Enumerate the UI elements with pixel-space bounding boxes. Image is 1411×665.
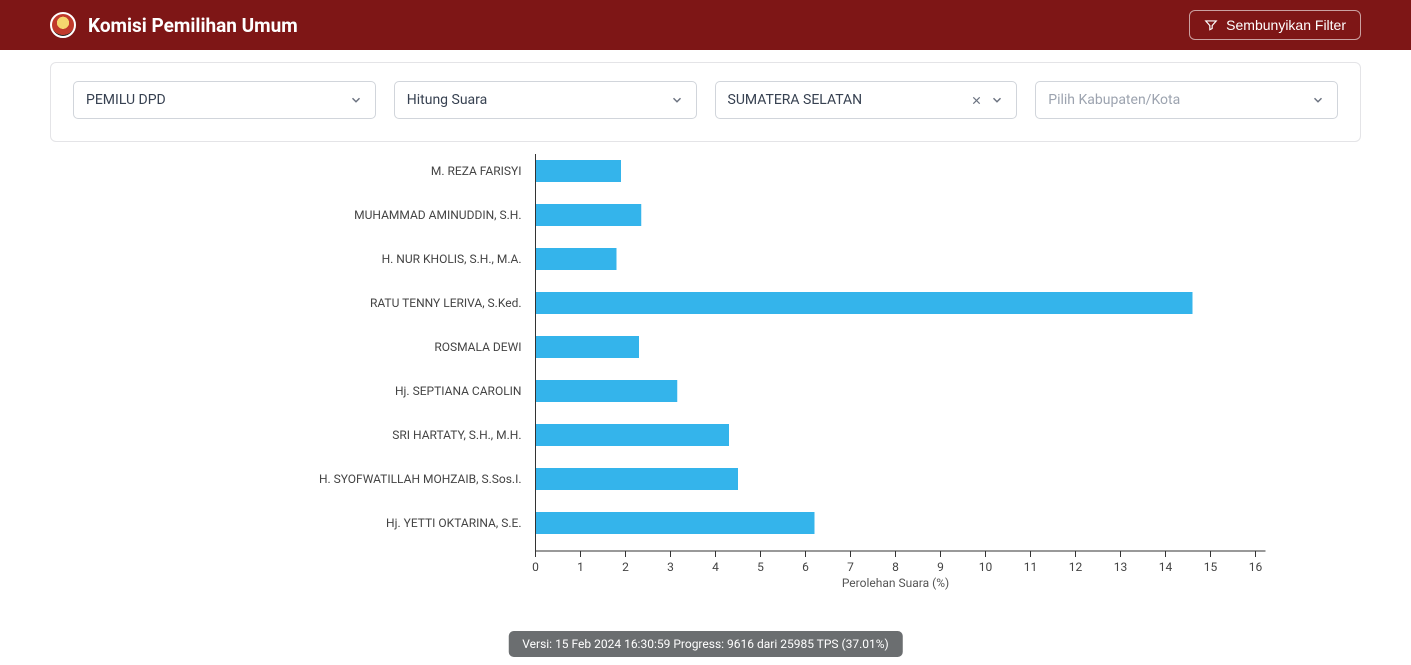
vote-bar bbox=[536, 160, 622, 182]
x-tick: 16 bbox=[1249, 560, 1263, 574]
candidate-label: MUHAMMAD AMINUDDIN, S.H. bbox=[354, 208, 521, 222]
x-tick: 10 bbox=[979, 560, 993, 574]
x-tick: 0 bbox=[532, 560, 539, 574]
funnel-icon bbox=[1204, 18, 1218, 32]
candidate-label: SRI HARTATY, S.H., M.H. bbox=[392, 428, 521, 442]
select-election[interactable]: PEMILU DPD bbox=[73, 81, 376, 119]
candidate-label: ROSMALA DEWI bbox=[434, 340, 521, 354]
vote-bar bbox=[536, 248, 617, 270]
toggle-filter-button[interactable]: Sembunyikan Filter bbox=[1189, 10, 1361, 40]
app-title: Komisi Pemilihan Umum bbox=[88, 14, 298, 37]
filter-panel: PEMILU DPD Hitung Suara SUMATERA SELATAN… bbox=[50, 62, 1361, 142]
x-tick: 3 bbox=[667, 560, 674, 574]
select-province-value: SUMATERA SELATAN bbox=[728, 92, 863, 108]
select-regency-placeholder: Pilih Kabupaten/Kota bbox=[1048, 92, 1180, 108]
x-tick: 12 bbox=[1069, 560, 1083, 574]
x-tick: 6 bbox=[802, 560, 809, 574]
candidate-label: Hj. SEPTIANA CAROLIN bbox=[395, 384, 522, 398]
vote-chart: M. REZA FARISYI MUHAMMAD AMINUDDIN, S.H. H… bbox=[50, 150, 1361, 593]
chevron-down-icon bbox=[1311, 93, 1325, 107]
toggle-filter-label: Sembunyikan Filter bbox=[1226, 17, 1346, 33]
vote-bar bbox=[536, 292, 1193, 314]
x-tick: 4 bbox=[712, 560, 719, 574]
status-text: Versi: 15 Feb 2024 16:30:59 Progress: 96… bbox=[522, 637, 888, 651]
vote-bar bbox=[536, 204, 642, 226]
vote-chart-svg: M. REZA FARISYI MUHAMMAD AMINUDDIN, S.H. H… bbox=[70, 150, 1341, 593]
x-tick: 14 bbox=[1159, 560, 1173, 574]
select-stage-value: Hitung Suara bbox=[407, 92, 488, 108]
chevron-down-icon bbox=[670, 93, 684, 107]
x-tick: 9 bbox=[937, 560, 944, 574]
x-tick: 13 bbox=[1114, 560, 1128, 574]
candidate-label: RATU TENNY LERIVA, S.Ked. bbox=[370, 296, 522, 310]
x-tick: 15 bbox=[1204, 560, 1218, 574]
vote-bar bbox=[536, 380, 678, 402]
clear-icon[interactable] bbox=[971, 95, 982, 106]
vote-bar bbox=[536, 512, 815, 534]
select-province[interactable]: SUMATERA SELATAN bbox=[715, 81, 1018, 119]
x-tick: 1 bbox=[577, 560, 584, 574]
select-election-value: PEMILU DPD bbox=[86, 92, 166, 108]
select-stage[interactable]: Hitung Suara bbox=[394, 81, 697, 119]
vote-bar bbox=[536, 468, 739, 490]
candidate-label: Hj. YETTI OKTARINA, S.E. bbox=[386, 516, 521, 530]
candidate-label: H. SYOFWATILLAH MOHZAIB, S.Sos.I. bbox=[319, 472, 522, 486]
chevron-down-icon bbox=[990, 93, 1004, 107]
x-tick: 2 bbox=[622, 560, 629, 574]
app-header: Komisi Pemilihan Umum Sembunyikan Filter bbox=[0, 0, 1411, 50]
x-tick: 11 bbox=[1024, 560, 1038, 574]
select-regency[interactable]: Pilih Kabupaten/Kota bbox=[1035, 81, 1338, 119]
x-tick: 8 bbox=[892, 560, 899, 574]
vote-bar bbox=[536, 424, 730, 446]
x-axis-title: Perolehan Suara (%) bbox=[842, 576, 949, 590]
vote-bar bbox=[536, 336, 640, 358]
status-bar: Versi: 15 Feb 2024 16:30:59 Progress: 96… bbox=[508, 631, 902, 657]
chevron-down-icon bbox=[349, 93, 363, 107]
brand: Komisi Pemilihan Umum bbox=[50, 12, 298, 38]
candidate-label: M. REZA FARISYI bbox=[431, 164, 522, 178]
x-tick: 5 bbox=[757, 560, 764, 574]
kpu-logo-icon bbox=[50, 12, 76, 38]
x-tick: 7 bbox=[847, 560, 854, 574]
candidate-label: H. NUR KHOLIS, S.H., M.A. bbox=[382, 252, 522, 266]
